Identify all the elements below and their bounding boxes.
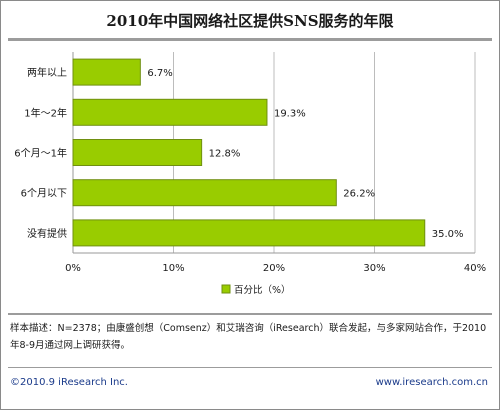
category-label: 1年～2年 xyxy=(24,106,67,119)
legend-swatch xyxy=(221,284,231,294)
data-label: 19.3% xyxy=(274,108,306,119)
data-label: 35.0% xyxy=(432,229,464,240)
x-tick-label: 0% xyxy=(65,263,81,274)
category-label: 两年以上 xyxy=(27,66,67,79)
website-link[interactable]: www.iresearch.com.cn xyxy=(375,377,488,388)
title-divider xyxy=(8,38,492,41)
legend: 百分比（%） xyxy=(221,284,291,296)
bar-chart: 0% 10% 20% 30% 40% 两年以上 6.7% 1年～2年 19.3% 6个月～1年 12… xyxy=(14,52,486,296)
data-label: 12.8% xyxy=(209,149,241,160)
bar xyxy=(72,98,268,126)
copyright-text: ©2010.9 iResearch Inc. xyxy=(10,377,128,388)
sample-note: 样本描述：N=2378；由康盛创想（Comsenz）和艾瑞咨询（iResearc… xyxy=(10,323,487,351)
footer-divider xyxy=(8,367,492,368)
bars xyxy=(72,58,426,247)
x-tick-label: 10% xyxy=(162,263,184,274)
x-tick-label: 30% xyxy=(363,263,385,274)
bar xyxy=(72,219,426,247)
category-label: 6个月以下 xyxy=(21,188,67,200)
data-label: 26.2% xyxy=(343,189,375,200)
category-label: 6个月～1年 xyxy=(14,147,67,160)
note-divider xyxy=(8,313,492,315)
bar xyxy=(72,139,203,166)
labels: 0% 10% 20% 30% 40% 两年以上 6.7% 1年～2年 19.3% 6个月～1年 12… xyxy=(14,66,486,274)
category-label: 没有提供 xyxy=(27,227,67,240)
bar xyxy=(72,58,141,86)
legend-label: 百分比（%） xyxy=(234,284,291,296)
bar xyxy=(72,179,337,207)
x-tick-label: 20% xyxy=(263,263,285,274)
data-label: 6.7% xyxy=(147,68,172,79)
x-tick-label: 40% xyxy=(464,263,486,274)
chart-title: 2010年中国网络社区提供SNS服务的年限 xyxy=(106,12,394,30)
